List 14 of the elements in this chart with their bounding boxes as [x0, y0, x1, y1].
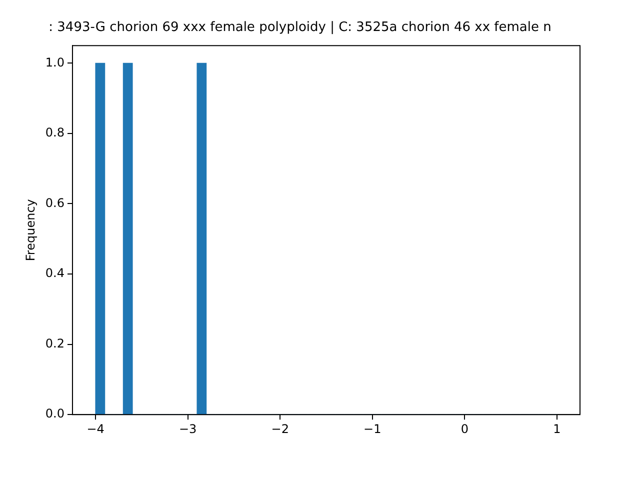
y-tick-label: 0.6: [45, 196, 64, 210]
y-tick-label: 1.0: [45, 55, 64, 70]
y-tick-label: 0.8: [45, 126, 64, 140]
x-tick-label: −2: [271, 422, 289, 436]
chart-title: : 3493-G chorion 69 xxx female polyploidy | C: 3525a chorion 46 xx female n: [48, 20, 552, 36]
y-tick-label: 0.0: [45, 406, 64, 421]
x-tick-label: −1: [364, 422, 382, 436]
y-axis-title: Frequency: [23, 199, 38, 262]
x-tick-label: 0: [460, 422, 468, 436]
x-tick-label: 1: [553, 422, 561, 436]
y-tick-label: 0.4: [45, 266, 64, 280]
x-tick-label: −3: [178, 422, 197, 436]
y-tick-label: 0.2: [45, 336, 64, 350]
x-tick-label: −4: [86, 422, 104, 436]
